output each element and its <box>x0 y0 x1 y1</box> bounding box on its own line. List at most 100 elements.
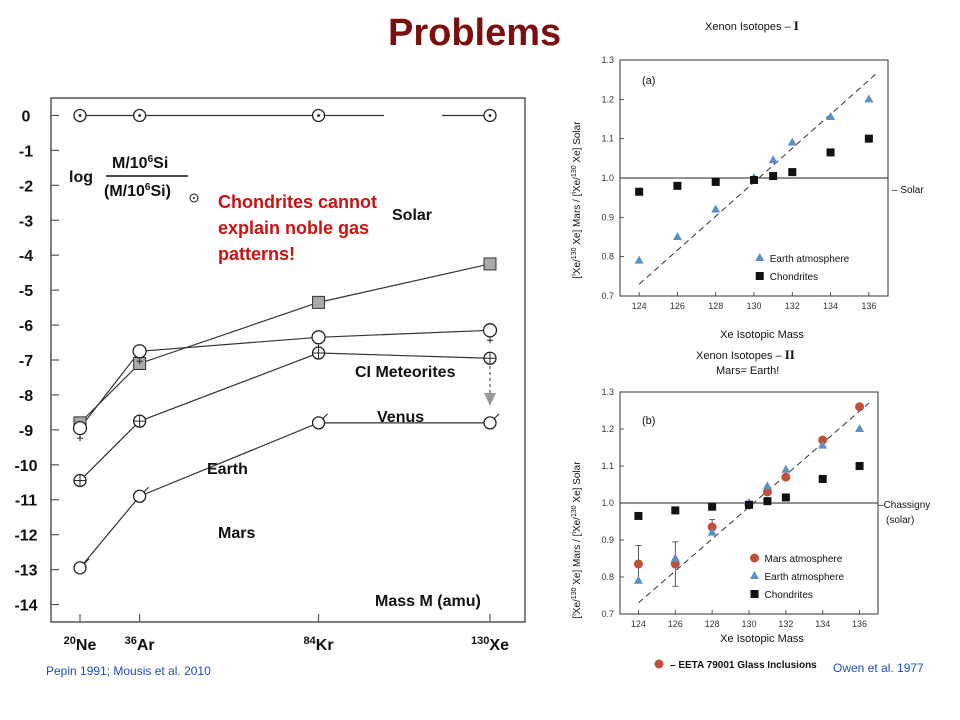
ytick-label: 0 <box>22 108 31 125</box>
legend-label-earth-atmosphere: Earth atmosphere <box>765 572 845 583</box>
series-label-solar: Solar <box>392 207 432 224</box>
mars-marker <box>311 416 326 430</box>
mars-marker <box>132 489 147 503</box>
chondrite-marker <box>788 168 797 177</box>
note-line-1: Chondrites cannot <box>218 192 378 212</box>
ytick-label: -3 <box>19 213 33 230</box>
depletion-arrow-head <box>484 393 496 406</box>
mars-marker <box>73 561 87 575</box>
citation-left: Pepin 1991; Mousis et al. 2010 <box>46 664 211 678</box>
mars-atmosphere-marker <box>818 435 828 445</box>
legend-marker-mars <box>750 553 760 563</box>
earth-atmosphere-marker <box>864 94 874 103</box>
xtick-label: 124 <box>632 301 647 311</box>
ytick-label: -2 <box>19 178 33 195</box>
chondrite-marker <box>634 511 643 520</box>
mars-marker <box>483 416 497 430</box>
chondrite-marker <box>671 506 680 515</box>
slide-title: Problems <box>388 12 562 54</box>
ytick-label: -10 <box>14 458 37 475</box>
legend-label-chondrites: Chondrites <box>765 590 813 601</box>
xtick-label: 136 <box>861 301 876 311</box>
chondrite-marker <box>750 175 758 184</box>
chart-a-title: Xenon Isotopes – I <box>705 18 799 33</box>
ytick-label: 1.2 <box>601 94 614 104</box>
venus-marker <box>132 344 147 359</box>
venus-marker <box>72 420 88 436</box>
chart-a-xlabel: Xe Isotopic Mass <box>720 329 804 341</box>
ytick-label: -13 <box>14 563 37 580</box>
chart-a-panel-label: (a) <box>642 75 655 87</box>
series-label-mars: Mars <box>218 525 255 542</box>
series-label-venus: Venus <box>377 409 424 426</box>
ylabel-log: log <box>69 169 93 186</box>
ytick-label: -8 <box>19 388 33 405</box>
ytick-label: 0.9 <box>601 535 614 545</box>
ytick-label: 1.3 <box>601 387 614 397</box>
xlabel: Mass M (amu) <box>375 593 481 610</box>
ytick-label: -14 <box>14 598 37 615</box>
venus-marker <box>482 323 498 338</box>
earth-atmosphere-marker <box>768 155 778 164</box>
ytick-label: 0.9 <box>601 212 614 222</box>
chart-b-title: Xenon Isotopes – II <box>696 347 795 362</box>
chart-a-ylabel: [iXe/130 Xe] Mars / [iXe/130 Xe] Solar <box>571 121 583 279</box>
xtick-label: 134 <box>815 619 830 629</box>
chondrite-marker <box>745 500 753 509</box>
xtick-label: 134 <box>823 301 838 311</box>
legend-marker-chondrites <box>750 590 759 598</box>
xtick-label: 36Ar <box>125 635 155 654</box>
xtick-label: 130Xe <box>471 635 509 654</box>
ytick-label: 1.3 <box>601 55 614 65</box>
ytick-label: -6 <box>19 318 33 335</box>
citation-right: Owen et al. 1977 <box>833 661 924 675</box>
ci-marker <box>483 257 497 271</box>
legend-label-earth-atmosphere: Earth atmosphere <box>770 254 850 265</box>
ytick-label: 1.2 <box>601 424 614 434</box>
earth-atmosphere-marker <box>762 481 772 490</box>
chart-b-ylabel: [iXe/130 Xe] Mars / [iXe/130 Xe] Solar <box>571 461 583 619</box>
ytick-label: -7 <box>19 353 33 370</box>
chondrite-marker <box>826 148 835 157</box>
note-line-2: explain noble gas <box>218 218 370 238</box>
xtick-label: 128 <box>708 301 723 311</box>
series-line-mars <box>79 422 490 569</box>
chondrite-marker <box>769 172 778 181</box>
solar-marker-dot <box>488 114 492 117</box>
ylabel-numerator: M/106Si <box>112 154 168 172</box>
earth-atmosphere-marker <box>711 204 721 213</box>
xtick-label: 132 <box>778 619 793 629</box>
earth-atmosphere-marker <box>787 137 797 146</box>
xtick-label: 136 <box>852 619 867 629</box>
xtick-label: 126 <box>670 301 685 311</box>
mars-atmosphere-marker <box>762 487 772 497</box>
chondrite-marker <box>864 134 873 143</box>
solar-marker-dot <box>317 114 320 117</box>
ytick-label: -4 <box>19 248 33 265</box>
legend-label-mars-atmosphere: Mars atmosphere <box>765 554 843 565</box>
chondrite-marker <box>635 187 644 196</box>
footer-legend-marker <box>654 659 664 669</box>
mars-atmosphere-marker <box>707 522 717 532</box>
series-line-earth <box>79 352 491 481</box>
earth-atmosphere-marker <box>634 255 644 264</box>
chondrite-marker <box>781 493 790 502</box>
mars-atmosphere-marker <box>855 402 865 412</box>
ytick-label: 0.8 <box>601 252 614 262</box>
series-label-ci-meteorites: CI Meteorites <box>355 364 456 381</box>
ytick-label: 1.0 <box>601 498 614 508</box>
xtick-label: 132 <box>785 301 800 311</box>
chondrite-marker <box>763 497 772 506</box>
earth-atmosphere-marker <box>855 424 865 432</box>
xtick-label: 130 <box>746 301 761 311</box>
ytick-label: 0.7 <box>601 291 614 301</box>
chart-a-reference-label: – Solar <box>892 185 924 196</box>
chondrite-marker <box>673 181 682 190</box>
ytick-label: -5 <box>19 283 33 300</box>
abundance-chart: 0 -1 -2 -3 -4 -5 -6 -7 -8 -9 -10 -11 -12 -13 -14 20Ne 3… <box>14 97 526 654</box>
ci-marker <box>312 295 326 309</box>
chart-b-panel-label: (b) <box>642 415 655 427</box>
xtick-label: 124 <box>631 619 646 629</box>
chart-b-subtitle: Mars= Earth! <box>716 365 779 377</box>
series-line-ci-meteorites <box>79 263 491 424</box>
